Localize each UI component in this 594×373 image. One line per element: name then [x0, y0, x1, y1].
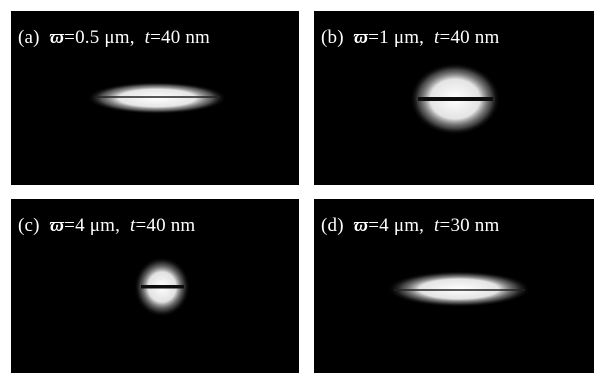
- panel-label: (d): [321, 215, 344, 236]
- panel-label: (a): [18, 27, 40, 48]
- panel-caption: (c) ϖ=4 μm, t=40 nm: [18, 216, 195, 236]
- width-value: =4 μm,: [368, 215, 425, 236]
- mode-field-image-a: [87, 82, 227, 114]
- mode-glow: [387, 271, 531, 307]
- panel-a: (a) ϖ=0.5 μm, t=40 nm: [11, 11, 299, 185]
- panel-d: (d) ϖ=4 μm, t=30 nm: [314, 199, 594, 373]
- width-value: =0.5 μm,: [64, 27, 135, 48]
- panel-c: (c) ϖ=4 μm, t=40 nm: [11, 199, 299, 373]
- width-symbol: ϖ: [353, 215, 369, 236]
- panel-b: (b) ϖ=1 μm, t=40 nm: [314, 11, 594, 185]
- waveguide-line: [418, 97, 493, 101]
- waveguide-line: [141, 285, 184, 289]
- mode-field-image-b: [410, 63, 500, 135]
- thickness-value: =40 nm: [150, 27, 211, 48]
- panel-caption: (a) ϖ=0.5 μm, t=40 nm: [18, 28, 210, 48]
- thickness-value: =30 nm: [439, 215, 500, 236]
- width-symbol: ϖ: [353, 27, 369, 48]
- thickness-value: =40 nm: [135, 215, 196, 236]
- thickness-symbol: t: [144, 27, 151, 48]
- panel-caption: (d) ϖ=4 μm, t=30 nm: [321, 216, 499, 236]
- panel-caption: (b) ϖ=1 μm, t=40 nm: [321, 28, 499, 48]
- mode-field-image-c: [134, 257, 190, 317]
- mode-field-image-d: [387, 271, 531, 307]
- width-symbol: ϖ: [49, 27, 65, 48]
- width-value: =4 μm,: [64, 215, 121, 236]
- panel-label: (c): [18, 215, 40, 236]
- thickness-symbol: t: [434, 215, 440, 236]
- width-symbol: ϖ: [49, 215, 65, 236]
- panel-label: (b): [321, 27, 344, 48]
- mode-glow: [87, 82, 227, 114]
- thickness-value: =40 nm: [439, 27, 500, 48]
- thickness-symbol: t: [129, 215, 136, 236]
- thickness-symbol: t: [434, 27, 440, 48]
- width-value: =1 μm,: [368, 27, 425, 48]
